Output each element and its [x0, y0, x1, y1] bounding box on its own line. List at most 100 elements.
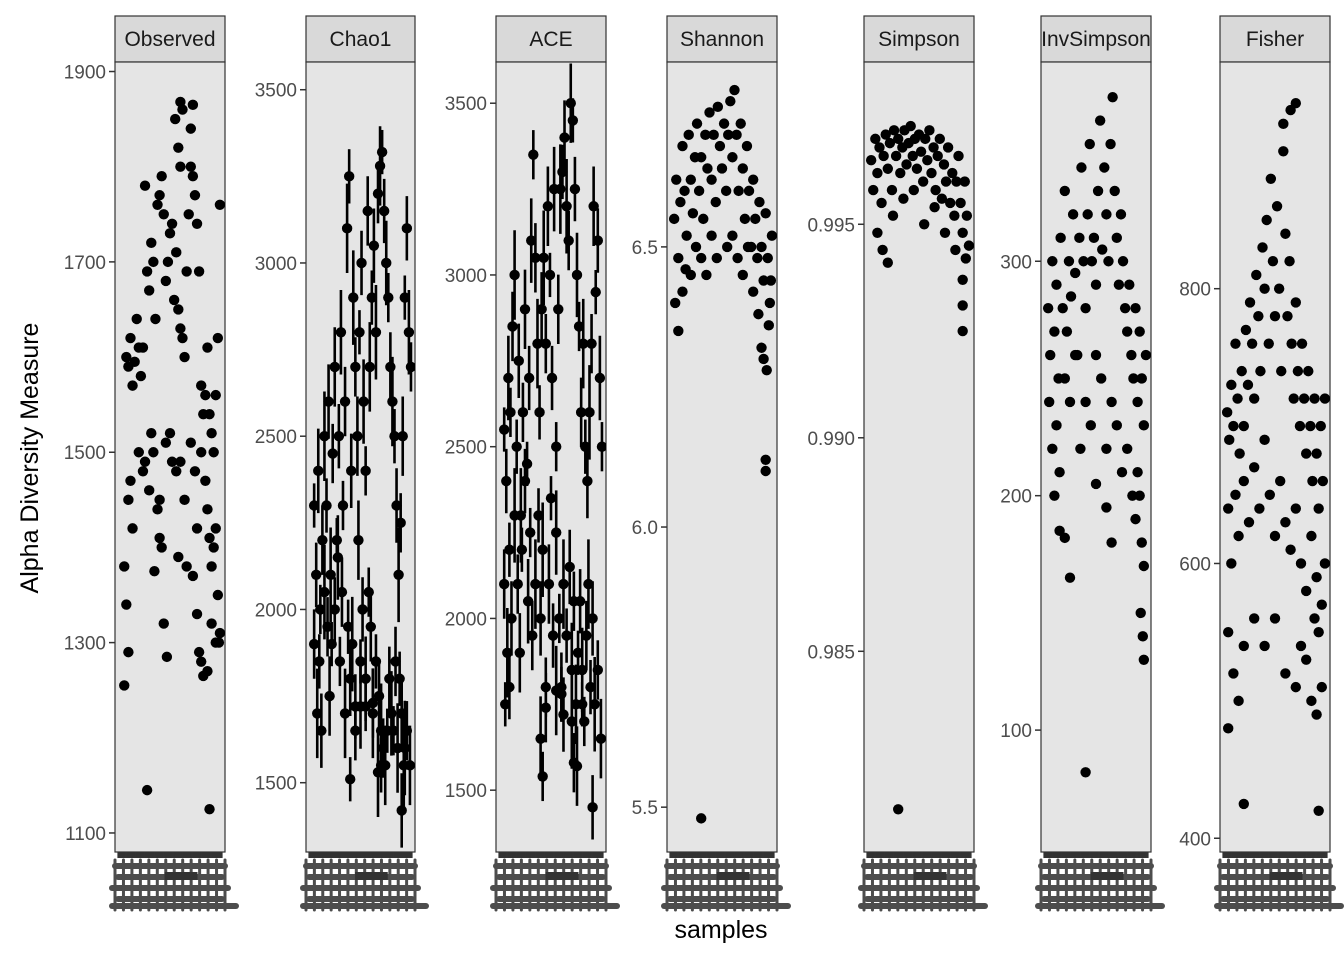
facet-strip	[863, 15, 975, 63]
data-point	[323, 396, 334, 407]
data-point	[939, 227, 951, 239]
data-point	[677, 140, 688, 152]
data-point	[1070, 267, 1081, 279]
data-point	[683, 129, 694, 141]
facet-strip-label: Shannon	[680, 28, 764, 51]
y-tick-label: 1700	[64, 253, 106, 274]
data-point	[1232, 393, 1243, 404]
data-point	[1290, 503, 1302, 514]
data-point	[589, 699, 600, 710]
y-tick-label: 800	[1179, 280, 1211, 301]
data-point	[187, 99, 199, 111]
data-point	[748, 286, 759, 297]
data-point	[156, 542, 167, 553]
data-point	[718, 118, 730, 129]
data-point	[725, 96, 736, 107]
data-point	[1042, 302, 1054, 314]
data-point	[942, 142, 954, 153]
data-point	[210, 389, 221, 401]
data-point	[957, 274, 968, 285]
data-point	[206, 561, 217, 572]
data-point	[571, 760, 583, 772]
data-point	[160, 275, 172, 287]
data-point	[535, 613, 546, 624]
data-point	[545, 493, 557, 504]
data-point	[1257, 242, 1268, 253]
data-point	[119, 561, 130, 572]
data-point	[189, 466, 201, 477]
data-point	[558, 578, 569, 590]
data-point	[594, 372, 606, 384]
data-point	[161, 651, 173, 663]
data-point	[1261, 214, 1272, 226]
data-point	[711, 252, 722, 264]
data-point	[1090, 349, 1102, 361]
y-tick-label: 3000	[255, 254, 297, 275]
data-point	[1317, 475, 1329, 487]
data-point	[708, 129, 719, 141]
data-point	[202, 342, 213, 353]
x-tick-labels	[1035, 858, 1165, 912]
data-point	[926, 167, 937, 179]
data-point	[581, 630, 592, 641]
data-point	[1254, 503, 1265, 514]
y-tick-label: 2000	[255, 600, 297, 621]
data-point	[584, 407, 595, 418]
data-point	[212, 332, 224, 344]
data-point	[1313, 805, 1324, 816]
data-point	[1309, 613, 1320, 624]
data-point	[1122, 326, 1133, 337]
data-point	[951, 176, 962, 187]
data-point	[1288, 393, 1299, 404]
data-point	[533, 510, 544, 521]
data-point	[341, 223, 353, 234]
data-point	[907, 150, 918, 162]
data-point	[1137, 631, 1149, 642]
data-point	[1303, 365, 1314, 377]
data-point	[191, 523, 203, 534]
data-point	[396, 805, 407, 816]
data-point	[160, 437, 172, 448]
data-point	[319, 431, 330, 442]
data-point	[1061, 326, 1073, 337]
x-tick-label-block	[1269, 872, 1303, 880]
data-point	[880, 129, 891, 140]
data-point	[175, 456, 186, 467]
data-point	[146, 237, 157, 249]
data-point	[133, 447, 144, 458]
data-point	[368, 240, 380, 251]
data-point	[583, 578, 594, 590]
data-point	[756, 342, 767, 353]
data-point	[315, 604, 326, 615]
data-point	[158, 618, 169, 629]
data-point	[177, 332, 188, 344]
x-tick-label-block	[303, 863, 418, 869]
data-point	[559, 132, 570, 143]
data-point	[121, 599, 132, 610]
data-point	[1082, 209, 1093, 220]
data-point	[1246, 338, 1258, 349]
data-point	[1238, 640, 1250, 652]
data-point	[547, 630, 559, 641]
data-point	[544, 269, 556, 281]
data-point	[1238, 475, 1250, 487]
data-point	[760, 454, 771, 466]
data-point	[922, 155, 933, 166]
data-point	[200, 475, 211, 486]
data-point	[957, 325, 968, 337]
data-point	[127, 523, 138, 534]
data-point	[1075, 443, 1086, 454]
data-point	[693, 185, 705, 197]
x-tick-label-block	[858, 885, 980, 891]
data-point	[905, 120, 916, 132]
data-point	[945, 197, 956, 209]
data-point	[170, 113, 181, 125]
data-point	[1111, 232, 1123, 244]
data-point	[924, 125, 935, 136]
data-point	[553, 304, 564, 315]
data-point	[311, 569, 322, 581]
data-point	[1233, 530, 1244, 542]
data-point	[1306, 530, 1317, 542]
y-tick-label: 1500	[445, 781, 487, 802]
data-point	[519, 304, 531, 315]
